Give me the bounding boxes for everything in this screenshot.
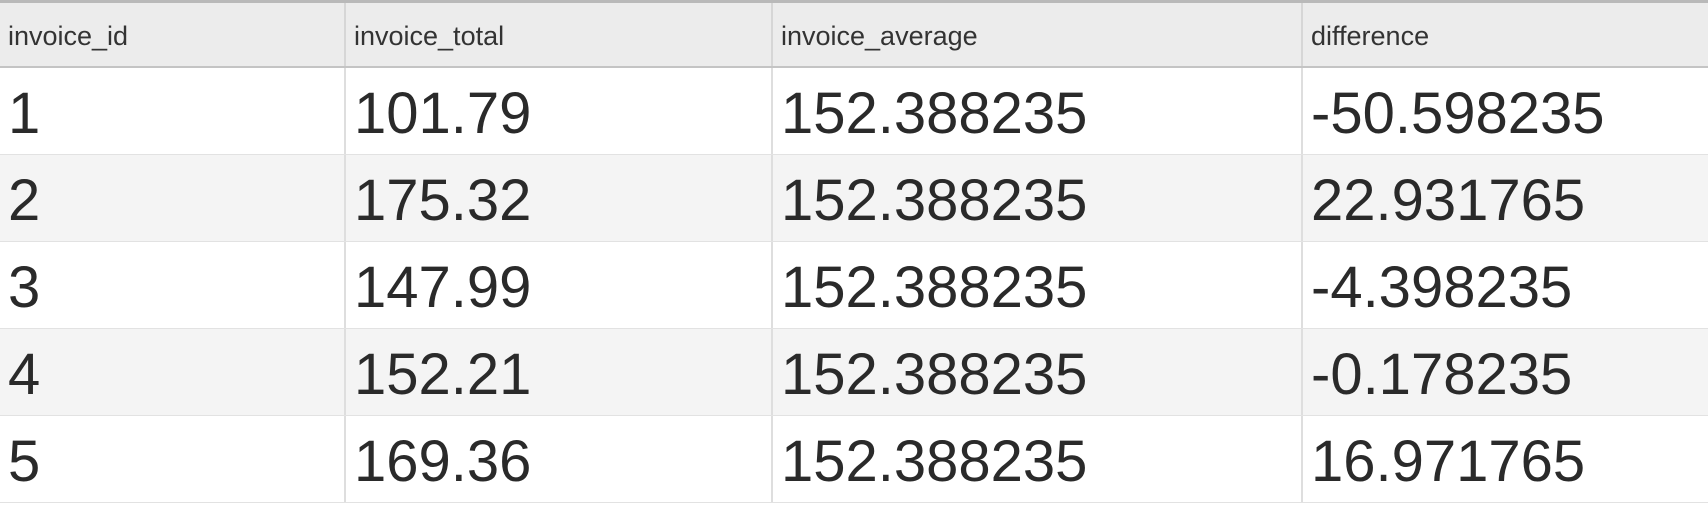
- cell-difference[interactable]: 22.931765: [1301, 155, 1708, 241]
- cell-invoice-id[interactable]: 2: [8, 168, 41, 233]
- cell-invoice-average[interactable]: 152.388235: [771, 155, 1301, 241]
- cell-invoice-average[interactable]: 152.388235: [771, 68, 1301, 154]
- cell-invoice-id[interactable]: 3: [8, 255, 41, 320]
- column-header-invoice-total[interactable]: invoice_total: [344, 3, 771, 66]
- cell-invoice-total[interactable]: 101.79: [344, 68, 771, 154]
- cell-invoice-id[interactable]: 1: [8, 81, 41, 146]
- cell-invoice-id[interactable]: 5: [8, 429, 41, 494]
- table-row[interactable]: 5 169.36 152.388235 16.971765: [0, 416, 1708, 503]
- cell-invoice-average[interactable]: 152.388235: [771, 242, 1301, 328]
- table-row[interactable]: 2 175.32 152.388235 22.931765: [0, 155, 1708, 242]
- cell-difference[interactable]: 16.971765: [1301, 416, 1708, 502]
- table-row[interactable]: 3 147.99 152.388235 -4.398235: [0, 242, 1708, 329]
- table-header: invoice_id invoice_total invoice_average…: [0, 3, 1708, 68]
- cell-difference[interactable]: -0.178235: [1301, 329, 1708, 415]
- cell-difference[interactable]: -4.398235: [1301, 242, 1708, 328]
- column-header-invoice-average[interactable]: invoice_average: [771, 3, 1301, 66]
- cell-invoice-average[interactable]: 152.388235: [771, 416, 1301, 502]
- cell-invoice-average[interactable]: 152.388235: [771, 329, 1301, 415]
- cell-invoice-total[interactable]: 147.99: [344, 242, 771, 328]
- cell-invoice-id[interactable]: 4: [8, 342, 41, 407]
- table-row[interactable]: 1 101.79 152.388235 -50.598235: [0, 68, 1708, 155]
- column-header-difference[interactable]: difference: [1301, 3, 1708, 66]
- cell-invoice-total[interactable]: 169.36: [344, 416, 771, 502]
- cell-invoice-total[interactable]: 175.32: [344, 155, 771, 241]
- table-row[interactable]: 4 152.21 152.388235 -0.178235: [0, 329, 1708, 416]
- column-header-invoice-id[interactable]: invoice_id: [8, 21, 129, 51]
- cell-invoice-total[interactable]: 152.21: [344, 329, 771, 415]
- cell-difference[interactable]: -50.598235: [1301, 68, 1708, 154]
